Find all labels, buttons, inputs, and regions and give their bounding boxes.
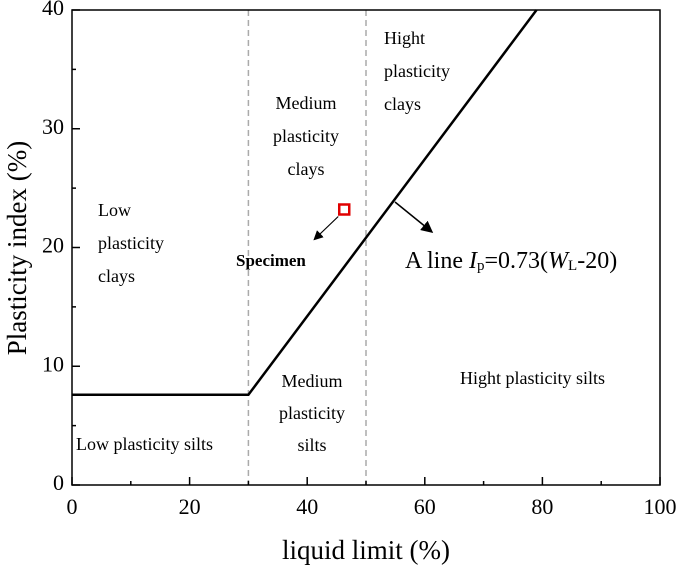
region-label: Low plasticity silts — [76, 434, 213, 454]
y-tick-label: 20 — [42, 233, 64, 258]
x-axis-label: liquid limit (%) — [282, 535, 450, 565]
a-line-label-part: p — [477, 258, 485, 274]
region-label: Medium — [276, 93, 337, 113]
x-tick-label: 60 — [414, 494, 436, 519]
y-tick-label: 10 — [42, 351, 64, 376]
region-label: Hight plasticity silts — [460, 368, 605, 388]
region-label: plasticity — [273, 126, 339, 146]
a-line-arrow — [394, 201, 434, 233]
x-tick-label: 100 — [644, 494, 677, 519]
x-tick-label: 80 — [531, 494, 553, 519]
region-label: Low — [98, 200, 131, 220]
region-label: silts — [297, 435, 326, 455]
y-tick-label: 30 — [42, 114, 64, 139]
y-axis-label: Plasticity index (%) — [2, 141, 32, 355]
a-line — [72, 9, 538, 396]
a-line-label-part: L — [568, 258, 577, 274]
region-label: Hight — [384, 28, 425, 48]
region-label: plasticity — [384, 61, 450, 81]
a-line-label-part: W — [548, 248, 570, 274]
specimen-label: Specimen — [236, 251, 306, 270]
region-label: Medium — [282, 371, 343, 391]
specimen-marker — [337, 203, 351, 216]
a-line-label-part: =0.73( — [485, 248, 549, 274]
x-tick-label: 20 — [179, 494, 201, 519]
a-line-label-part: -20) — [577, 248, 617, 274]
region-label: clays — [384, 94, 421, 114]
specimen-arrow — [313, 216, 339, 241]
region-label: clays — [98, 266, 135, 286]
region-label: clays — [288, 159, 325, 179]
a-line-label: A line Ip=0.73(WL-20) — [405, 248, 617, 274]
x-tick-label: 40 — [296, 494, 318, 519]
a-line-label-part: I — [468, 248, 478, 274]
y-tick-label: 40 — [42, 0, 64, 20]
a-line-label-part: A line — [405, 248, 469, 274]
y-tick-label: 0 — [53, 470, 64, 495]
region-label: plasticity — [98, 233, 164, 253]
x-tick-label: 0 — [67, 494, 78, 519]
region-label: plasticity — [279, 403, 345, 423]
